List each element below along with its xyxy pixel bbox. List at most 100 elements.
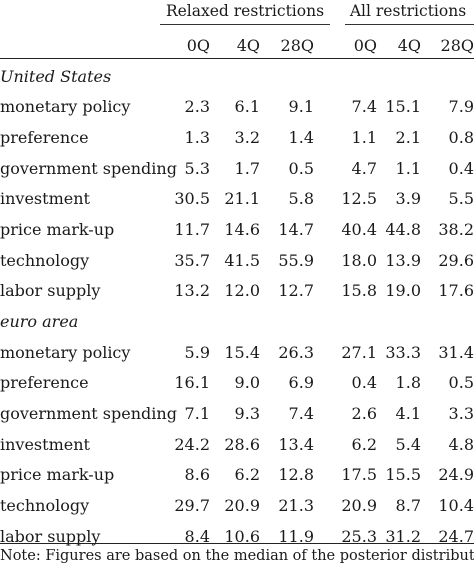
row-label: investment bbox=[0, 189, 90, 209]
table-cell: 7.1 bbox=[184, 404, 210, 424]
table-row: investment 30.5 21.1 5.8 12.5 3.9 5.5 bbox=[0, 183, 474, 214]
row-label: monetary policy bbox=[0, 342, 131, 362]
table-cell: 55.9 bbox=[278, 250, 314, 270]
table-cell: 1.7 bbox=[234, 158, 260, 178]
row-label: labor supply bbox=[0, 281, 101, 301]
table-cell: 28.6 bbox=[224, 434, 260, 454]
table-row: preference 16.1 9.0 6.9 0.4 1.8 0.5 bbox=[0, 368, 474, 399]
table-cell: 21.3 bbox=[278, 496, 314, 516]
table-cell: 30.5 bbox=[174, 189, 210, 209]
group-rule-all bbox=[345, 24, 474, 25]
table-cell: 31.2 bbox=[385, 526, 421, 546]
table-cell: 10.4 bbox=[438, 496, 474, 516]
table-cell: 27.1 bbox=[341, 342, 377, 362]
bottom-rule bbox=[0, 543, 474, 545]
table-cell: 13.4 bbox=[278, 434, 314, 454]
table-cell: 1.3 bbox=[184, 127, 210, 147]
table-cell: 5.3 bbox=[184, 158, 210, 178]
table-cell: 6.9 bbox=[288, 373, 314, 393]
table-row: investment 24.2 28.6 13.4 6.2 5.4 4.8 bbox=[0, 429, 474, 460]
column-header-row: 0Q 4Q 28Q 0Q 4Q 28Q bbox=[0, 30, 474, 61]
table-cell: 17.6 bbox=[438, 281, 474, 301]
column-header: 4Q bbox=[397, 35, 421, 55]
table-cell: 21.1 bbox=[224, 189, 260, 209]
table-cell: 25.3 bbox=[341, 526, 377, 546]
table-cell: 31.4 bbox=[438, 342, 474, 362]
table-row: preference 1.3 3.2 1.4 1.1 2.1 0.8 bbox=[0, 122, 474, 153]
table-cell: 0.5 bbox=[448, 373, 474, 393]
table-row: technology 29.7 20.9 21.3 20.9 8.7 10.4 bbox=[0, 490, 474, 521]
table-cell: 2.1 bbox=[395, 127, 421, 147]
section-header-row: United States bbox=[0, 61, 474, 92]
table-cell: 4.7 bbox=[351, 158, 377, 178]
table-cell: 40.4 bbox=[341, 219, 377, 239]
row-label: technology bbox=[0, 250, 90, 270]
table-cell: 8.6 bbox=[184, 465, 210, 485]
table-cell: 41.5 bbox=[224, 250, 260, 270]
row-label: preference bbox=[0, 373, 89, 393]
table-cell: 0.8 bbox=[448, 127, 474, 147]
table-cell: 3.9 bbox=[395, 189, 421, 209]
section-title: United States bbox=[0, 66, 112, 86]
table-cell: 5.9 bbox=[184, 342, 210, 362]
table-cell: 1.4 bbox=[288, 127, 314, 147]
table-cell: 24.7 bbox=[438, 526, 474, 546]
table-cell: 14.7 bbox=[278, 219, 314, 239]
row-label: labor supply bbox=[0, 526, 101, 546]
table-cell: 0.5 bbox=[288, 158, 314, 178]
table-cell: 17.5 bbox=[341, 465, 377, 485]
table-cell: 13.9 bbox=[385, 250, 421, 270]
header-rule bbox=[0, 58, 474, 60]
table-cell: 15.4 bbox=[224, 342, 260, 362]
table-cell: 10.6 bbox=[224, 526, 260, 546]
group-header-relaxed: Relaxed restrictions bbox=[165, 2, 325, 20]
table-cell: 24.2 bbox=[174, 434, 210, 454]
table-cell: 0.4 bbox=[351, 373, 377, 393]
table-row: government spending 5.3 1.7 0.5 4.7 1.1 0.4 bbox=[0, 153, 474, 184]
table-cell: 11.7 bbox=[174, 219, 210, 239]
table-cell: 12.0 bbox=[224, 281, 260, 301]
table-cell: 29.7 bbox=[174, 496, 210, 516]
column-header: 28Q bbox=[280, 35, 314, 55]
table-cell: 7.4 bbox=[351, 97, 377, 117]
column-header: 4Q bbox=[236, 35, 260, 55]
table-row: government spending 7.1 9.3 7.4 2.6 4.1 3.3 bbox=[0, 398, 474, 429]
table-cell: 6.1 bbox=[234, 97, 260, 117]
table-cell: 7.9 bbox=[448, 97, 474, 117]
table-cell: 4.8 bbox=[448, 434, 474, 454]
row-label: technology bbox=[0, 496, 90, 516]
table-cell: 15.5 bbox=[385, 465, 421, 485]
table-row: price mark-up 11.7 14.6 14.7 40.4 44.8 38.2 bbox=[0, 214, 474, 245]
table-cell: 33.3 bbox=[385, 342, 421, 362]
table-cell: 26.3 bbox=[278, 342, 314, 362]
table-cell: 9.3 bbox=[234, 404, 260, 424]
table-cell: 44.8 bbox=[385, 219, 421, 239]
table-cell: 24.9 bbox=[438, 465, 474, 485]
table-cell: 15.1 bbox=[385, 97, 421, 117]
row-label: investment bbox=[0, 434, 90, 454]
group-rule-relaxed bbox=[160, 24, 330, 25]
table-cell: 5.5 bbox=[448, 189, 474, 209]
table-cell: 18.0 bbox=[341, 250, 377, 270]
table-cell: 12.5 bbox=[341, 189, 377, 209]
table-cell: 16.1 bbox=[174, 373, 210, 393]
table-cell: 2.6 bbox=[351, 404, 377, 424]
table-row: monetary policy 5.9 15.4 26.3 27.1 33.3 31.4 bbox=[0, 337, 474, 368]
column-header: 28Q bbox=[440, 35, 474, 55]
section-header-row: euro area bbox=[0, 306, 474, 337]
table-cell: 5.4 bbox=[395, 434, 421, 454]
table-cell: 9.0 bbox=[234, 373, 260, 393]
table-cell: 1.1 bbox=[351, 127, 377, 147]
row-label: preference bbox=[0, 127, 89, 147]
table-cell: 19.0 bbox=[385, 281, 421, 301]
table-cell: 38.2 bbox=[438, 219, 474, 239]
table-cell: 8.7 bbox=[395, 496, 421, 516]
row-label: monetary policy bbox=[0, 97, 131, 117]
table-cell: 3.2 bbox=[234, 127, 260, 147]
row-label: government spending bbox=[0, 404, 177, 424]
table-cell: 14.6 bbox=[224, 219, 260, 239]
row-label: price mark-up bbox=[0, 219, 115, 239]
column-header: 0Q bbox=[186, 35, 210, 55]
table-cell: 11.9 bbox=[278, 526, 314, 546]
table-cell: 29.6 bbox=[438, 250, 474, 270]
